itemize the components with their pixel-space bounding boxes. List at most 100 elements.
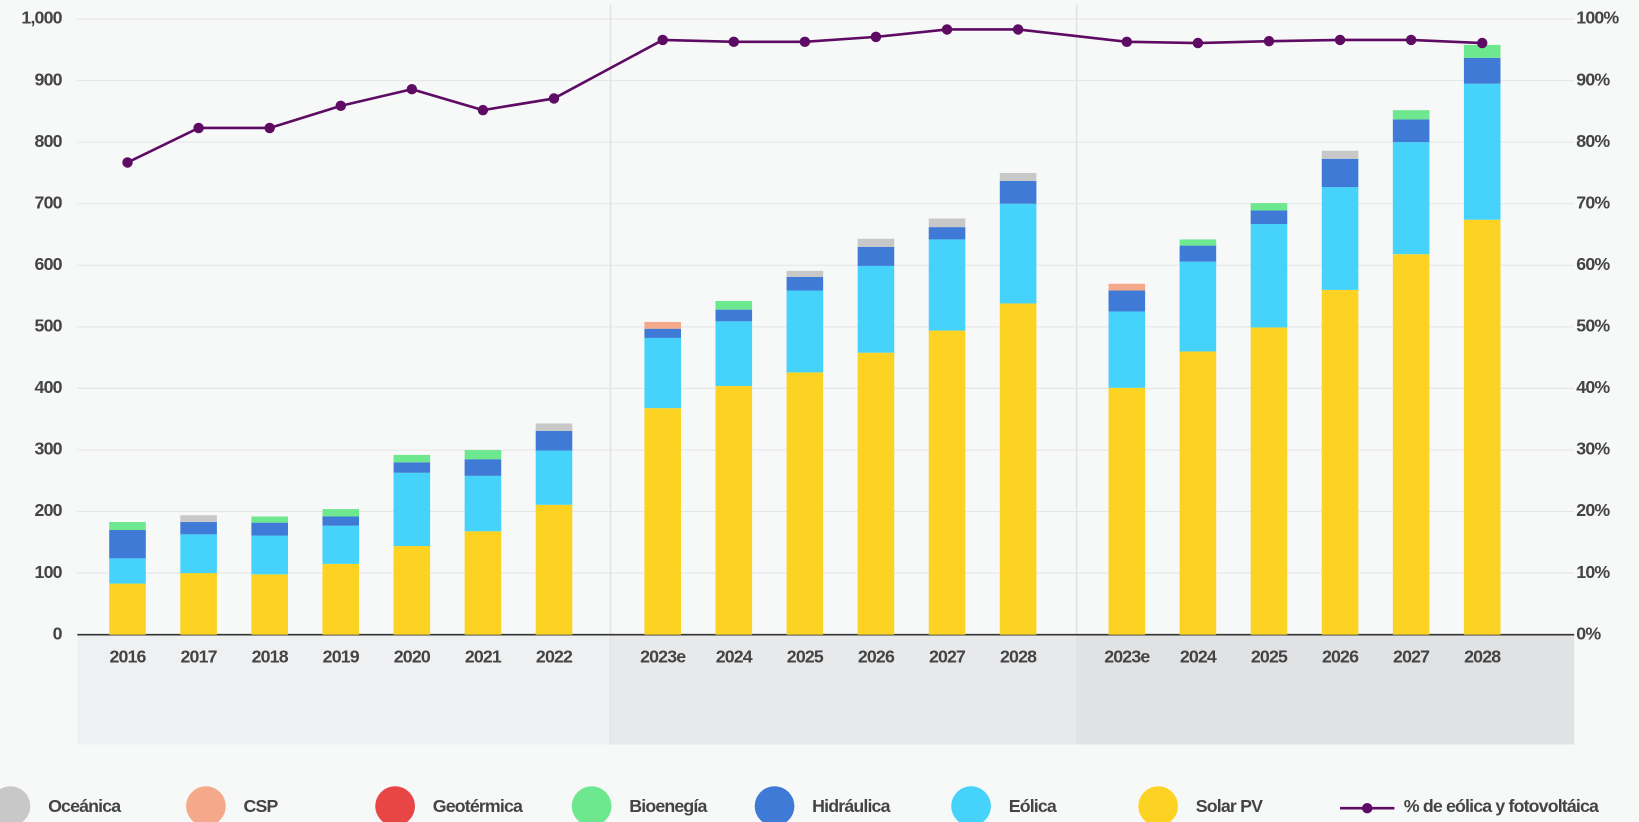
bar-segment (393, 546, 431, 635)
x-tick-label: 2019 (323, 646, 360, 666)
bar-segment (180, 573, 217, 635)
bar-segment (1392, 110, 1430, 120)
bar-segment (644, 321, 682, 329)
bar-segment (322, 509, 360, 517)
y-tick-label: 400 (35, 377, 63, 397)
line-point (1263, 35, 1275, 47)
legend-swatch (754, 786, 795, 822)
x-tick-label: 2024 (716, 646, 753, 666)
bar-segment (393, 462, 431, 473)
bar-segment (180, 522, 217, 535)
group-band (77, 634, 611, 745)
line-point (122, 157, 133, 168)
bar-segment (109, 530, 146, 559)
bar-segment (999, 172, 1037, 181)
bar-segment (535, 450, 573, 505)
y2-tick-label: 80% (1576, 131, 1610, 151)
bar-segment (999, 203, 1037, 304)
bar-segment (1179, 239, 1217, 246)
line-point (193, 122, 204, 134)
y-tick-label: 200 (35, 500, 63, 520)
line-point (477, 104, 489, 116)
y2-tick-label: 0% (1576, 623, 1601, 643)
bar-segment (251, 522, 288, 536)
bar-segment (1321, 289, 1359, 635)
x-tick-label: 2017 (181, 646, 218, 666)
line-point (264, 122, 275, 134)
bar-segment (1392, 254, 1430, 635)
legend-swatch (1138, 786, 1179, 822)
bar-segment (1321, 187, 1359, 290)
bar-segment (928, 330, 966, 635)
bar-segment (786, 270, 824, 277)
x-tick-label: 2027 (929, 646, 966, 666)
bar-segment (180, 515, 217, 523)
legend-label: Solar PV (1196, 796, 1263, 816)
bar-segment (1321, 150, 1359, 159)
bar-segment (251, 535, 288, 575)
legend-label: Oceánica (48, 796, 121, 816)
bar-segment (1179, 351, 1217, 635)
bar-segment (715, 309, 753, 322)
bar-segment (715, 300, 753, 310)
bar-segment (393, 454, 431, 463)
x-tick-label: 2023e (1104, 646, 1150, 666)
bar-segment (1250, 210, 1288, 225)
bar-segment (786, 372, 824, 635)
legend-label: Hidráulica (812, 796, 890, 816)
bar-segment (464, 475, 502, 532)
line-point (657, 34, 668, 46)
bar-segment (1250, 224, 1288, 328)
bar-segment (857, 246, 895, 266)
line-point (548, 93, 560, 104)
bar-segment (1250, 203, 1288, 211)
y2-tick-label: 90% (1576, 69, 1610, 89)
bar-segment (999, 303, 1037, 635)
bar-segment (535, 430, 573, 451)
x-tick-label: 2025 (787, 646, 824, 666)
bar-segment (322, 516, 360, 526)
bar-segment (857, 265, 895, 353)
line-point (870, 31, 882, 43)
bar-segment (857, 238, 895, 247)
line-point (1121, 36, 1133, 48)
bar-segment (928, 239, 966, 331)
bar-segment (857, 352, 895, 635)
legend-label: Eólica (1009, 796, 1057, 816)
bar-segment (715, 385, 753, 635)
x-tick-label: 2018 (252, 646, 289, 666)
bar-segment (535, 423, 573, 431)
y-tick-label: 0 (53, 623, 63, 643)
bar-segment (322, 563, 360, 635)
y2-tick-label: 60% (1576, 254, 1610, 274)
bar-segment (464, 459, 502, 476)
x-tick-label: 2020 (394, 646, 431, 666)
bar-segment (1321, 158, 1359, 188)
bar-segment (1463, 57, 1501, 84)
bar-segment (928, 227, 966, 240)
bar-segment (644, 328, 682, 338)
line-point (1334, 34, 1346, 46)
line-point (406, 83, 418, 95)
x-tick-label: 2027 (1393, 646, 1430, 666)
bar-segment (644, 337, 682, 409)
bar-segment (535, 504, 573, 635)
legend-label: Geotérmica (433, 796, 523, 816)
bar-segment (109, 522, 146, 531)
bar-segment (1392, 119, 1430, 143)
bar-segment (464, 449, 502, 460)
bar-segment (251, 574, 288, 635)
y-tick-label: 500 (35, 316, 63, 336)
y-tick-label: 600 (35, 254, 63, 274)
bar-segment (393, 472, 431, 547)
line-point (1012, 24, 1024, 35)
x-tick-label: 2026 (858, 646, 895, 666)
bar-segment (1108, 387, 1146, 635)
x-tick-label: 2025 (1251, 646, 1288, 666)
bar-segment (715, 321, 753, 386)
line-point (335, 100, 346, 112)
bar-segment (251, 516, 288, 523)
y2-tick-label: 20% (1576, 500, 1610, 520)
legend-swatch (951, 786, 991, 822)
x-tick-label: 2016 (109, 646, 146, 666)
